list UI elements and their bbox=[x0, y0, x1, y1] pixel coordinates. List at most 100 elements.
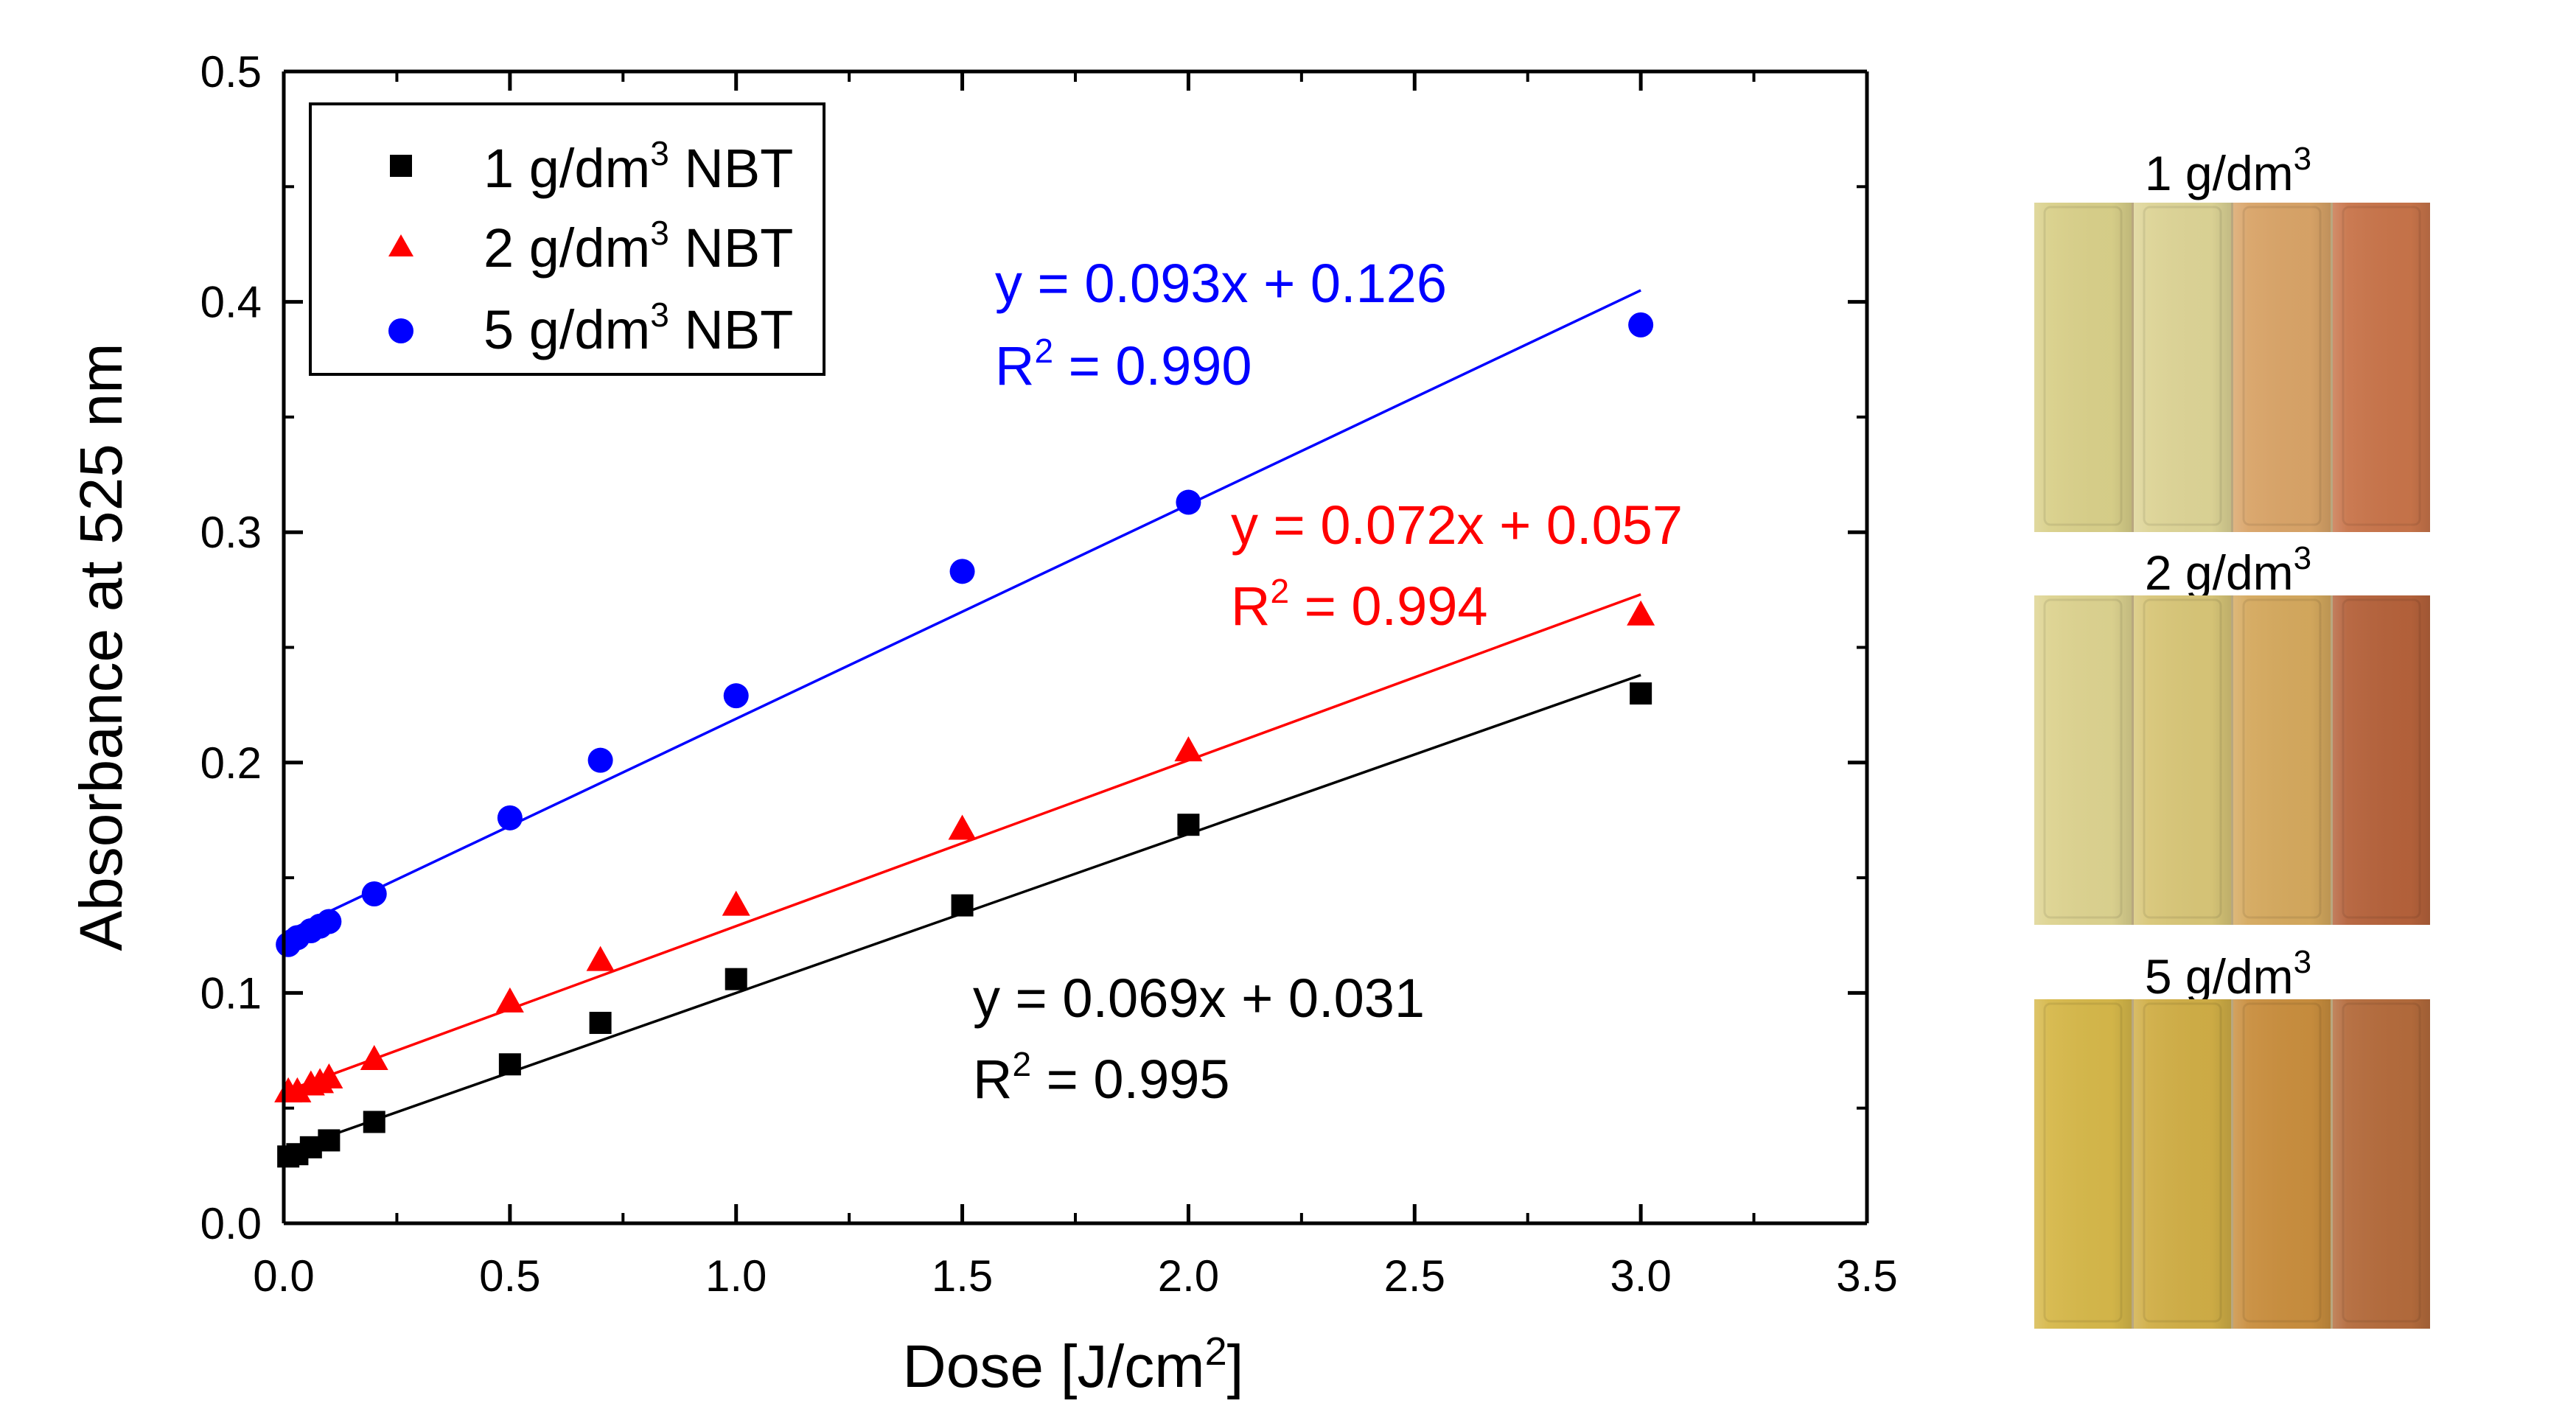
fit-r2-red-prefix: R bbox=[1231, 576, 1270, 637]
ticks bbox=[282, 69, 1869, 1226]
data-point-series-2 bbox=[948, 814, 977, 840]
data-point-series-3 bbox=[587, 747, 613, 773]
data-point-series-3 bbox=[1628, 312, 1654, 338]
fit-annotation-blue: y = 0.093x + 0.126 R2 = 0.990 bbox=[995, 253, 1447, 396]
fit-r2-red-sup: 2 bbox=[1270, 572, 1289, 610]
data-point-series-1 bbox=[1630, 682, 1652, 705]
fit-r2-red: R2 = 0.994 bbox=[1231, 572, 1488, 637]
data-point-series-3 bbox=[316, 909, 342, 934]
vial-glass bbox=[2333, 595, 2430, 925]
legend-marker-triangle bbox=[388, 234, 413, 256]
legend-marker-square bbox=[390, 155, 412, 177]
photo-vials-1 bbox=[2034, 203, 2430, 532]
legend-entry-1: 1 g/dm3 NBT bbox=[484, 134, 793, 199]
y-tick-label: 0.2 bbox=[200, 738, 262, 788]
x-tick-label: 0.5 bbox=[479, 1251, 540, 1301]
x-tick-label: 0.0 bbox=[253, 1251, 314, 1301]
vial-inner-edge bbox=[2143, 206, 2222, 526]
fit-r2-blue: R2 = 0.990 bbox=[995, 332, 1252, 396]
legend-entry-3-sup: 3 bbox=[650, 296, 669, 334]
vial-glass bbox=[2233, 595, 2331, 925]
photo-label-3-sup: 3 bbox=[2294, 944, 2311, 980]
vial-inner-edge bbox=[2342, 598, 2421, 919]
data-point-series-3 bbox=[949, 559, 975, 584]
fit-r2-blue-suffix: = 0.990 bbox=[1053, 335, 1252, 396]
vial-inner-edge bbox=[2242, 1002, 2322, 1323]
fit-r2-black-sup: 2 bbox=[1012, 1045, 1031, 1083]
vial-inner-edge bbox=[2342, 1002, 2421, 1323]
data-point-series-2 bbox=[283, 1077, 312, 1102]
vial-inner-edge bbox=[2043, 206, 2123, 526]
x-tick-label: 3.5 bbox=[1836, 1251, 1897, 1301]
fit-equation-blue: y = 0.093x + 0.126 bbox=[995, 253, 1447, 314]
data-point-series-1 bbox=[589, 1012, 612, 1035]
vial-inner-edge bbox=[2242, 206, 2322, 526]
fit-r2-blue-sup: 2 bbox=[1034, 332, 1053, 370]
photo-vials-2 bbox=[2034, 595, 2430, 925]
x-axis-title: Dose [J/cm2] bbox=[903, 1329, 1244, 1400]
data-point-series-3 bbox=[723, 683, 749, 709]
data-point-series-1 bbox=[951, 894, 974, 917]
photo-panel-3: 5 g/dm3 bbox=[2034, 944, 2430, 1329]
vial-inner-edge bbox=[2043, 598, 2123, 919]
vial-glass bbox=[2034, 595, 2132, 925]
x-axis-title-sup: 2 bbox=[1205, 1329, 1227, 1374]
data-point-series-1 bbox=[363, 1111, 385, 1133]
data-point-series-1 bbox=[498, 1053, 521, 1076]
fit-r2-red-suffix: = 0.994 bbox=[1289, 576, 1488, 637]
legend-entry-1-suffix: NBT bbox=[669, 138, 794, 199]
data-point-series-3 bbox=[497, 805, 523, 831]
legend: 1 g/dm3 NBT 2 g/dm3 NBT 5 g/dm3 NBT bbox=[309, 102, 825, 376]
y-tick-label: 0.3 bbox=[200, 508, 262, 557]
tick-labels: 0.0 0.5 1.0 1.5 2.0 2.5 3.0 3.5 0.0 0.1 0.2 0.3 0.4 0… bbox=[200, 47, 1898, 1301]
fit-equation-black: y = 0.069x + 0.031 bbox=[973, 968, 1425, 1029]
photo-label-2-sup: 3 bbox=[2294, 540, 2311, 576]
data-point-series-2 bbox=[586, 945, 615, 971]
data-point-series-2 bbox=[315, 1063, 343, 1089]
vial-inner-edge bbox=[2143, 598, 2222, 919]
legend-entry-1-sup: 3 bbox=[650, 134, 669, 172]
photo-vials-3 bbox=[2034, 999, 2430, 1329]
data-point-series-2 bbox=[1174, 736, 1203, 762]
vial-inner-edge bbox=[2043, 1002, 2123, 1323]
y-tick-label: 0.5 bbox=[200, 47, 262, 97]
y-tick-label: 0.1 bbox=[200, 968, 262, 1018]
x-axis-title-suffix: ] bbox=[1227, 1333, 1244, 1400]
legend-marker-circle bbox=[388, 318, 413, 343]
x-axis-title-main: Dose [J/cm bbox=[903, 1333, 1205, 1400]
fit-lines bbox=[283, 289, 1641, 1153]
x-tick-label: 2.0 bbox=[1158, 1251, 1219, 1301]
legend-entry-2-suffix: NBT bbox=[669, 217, 794, 279]
data-point-series-2 bbox=[722, 890, 750, 916]
legend-entry-2: 2 g/dm3 NBT bbox=[484, 214, 793, 279]
vial-glass bbox=[2034, 999, 2132, 1329]
x-tick-label: 2.5 bbox=[1384, 1251, 1445, 1301]
data-point-series-2 bbox=[495, 987, 524, 1013]
data-point-series-2 bbox=[1627, 600, 1655, 626]
photo-label-1-sup: 3 bbox=[2294, 141, 2311, 177]
data-point-series-2 bbox=[360, 1045, 388, 1071]
vial-inner-edge bbox=[2342, 206, 2421, 526]
y-tick-label: 0.4 bbox=[200, 278, 262, 327]
data-point-series-3 bbox=[1176, 489, 1201, 515]
legend-entry-1-name: 1 g/dm bbox=[484, 138, 650, 199]
legend-entry-2-name: 2 g/dm bbox=[484, 217, 650, 279]
fit-r2-black-prefix: R bbox=[973, 1049, 1012, 1110]
legend-entry-2-sup: 3 bbox=[650, 214, 669, 252]
fit-r2-black: R2 = 0.995 bbox=[973, 1045, 1230, 1110]
x-tick-label: 3.0 bbox=[1610, 1251, 1671, 1301]
fit-r2-blue-prefix: R bbox=[995, 335, 1034, 396]
vial-inner-edge bbox=[2242, 598, 2322, 919]
data-point-series-1 bbox=[725, 968, 747, 990]
vial-inner-edge bbox=[2143, 1002, 2222, 1323]
legend-entry-3: 5 g/dm3 NBT bbox=[484, 296, 793, 360]
data-point-series-3 bbox=[361, 881, 387, 906]
fit-line-2 bbox=[283, 592, 1641, 1094]
fit-r2-black-suffix: = 0.995 bbox=[1031, 1049, 1230, 1110]
fit-equation-red: y = 0.072x + 0.057 bbox=[1231, 494, 1683, 556]
vial-glass bbox=[2134, 203, 2231, 532]
x-tick-label: 1.0 bbox=[705, 1251, 767, 1301]
y-tick-label: 0.0 bbox=[200, 1199, 262, 1248]
photo-label-2: 2 g/dm3 bbox=[2145, 540, 2311, 600]
